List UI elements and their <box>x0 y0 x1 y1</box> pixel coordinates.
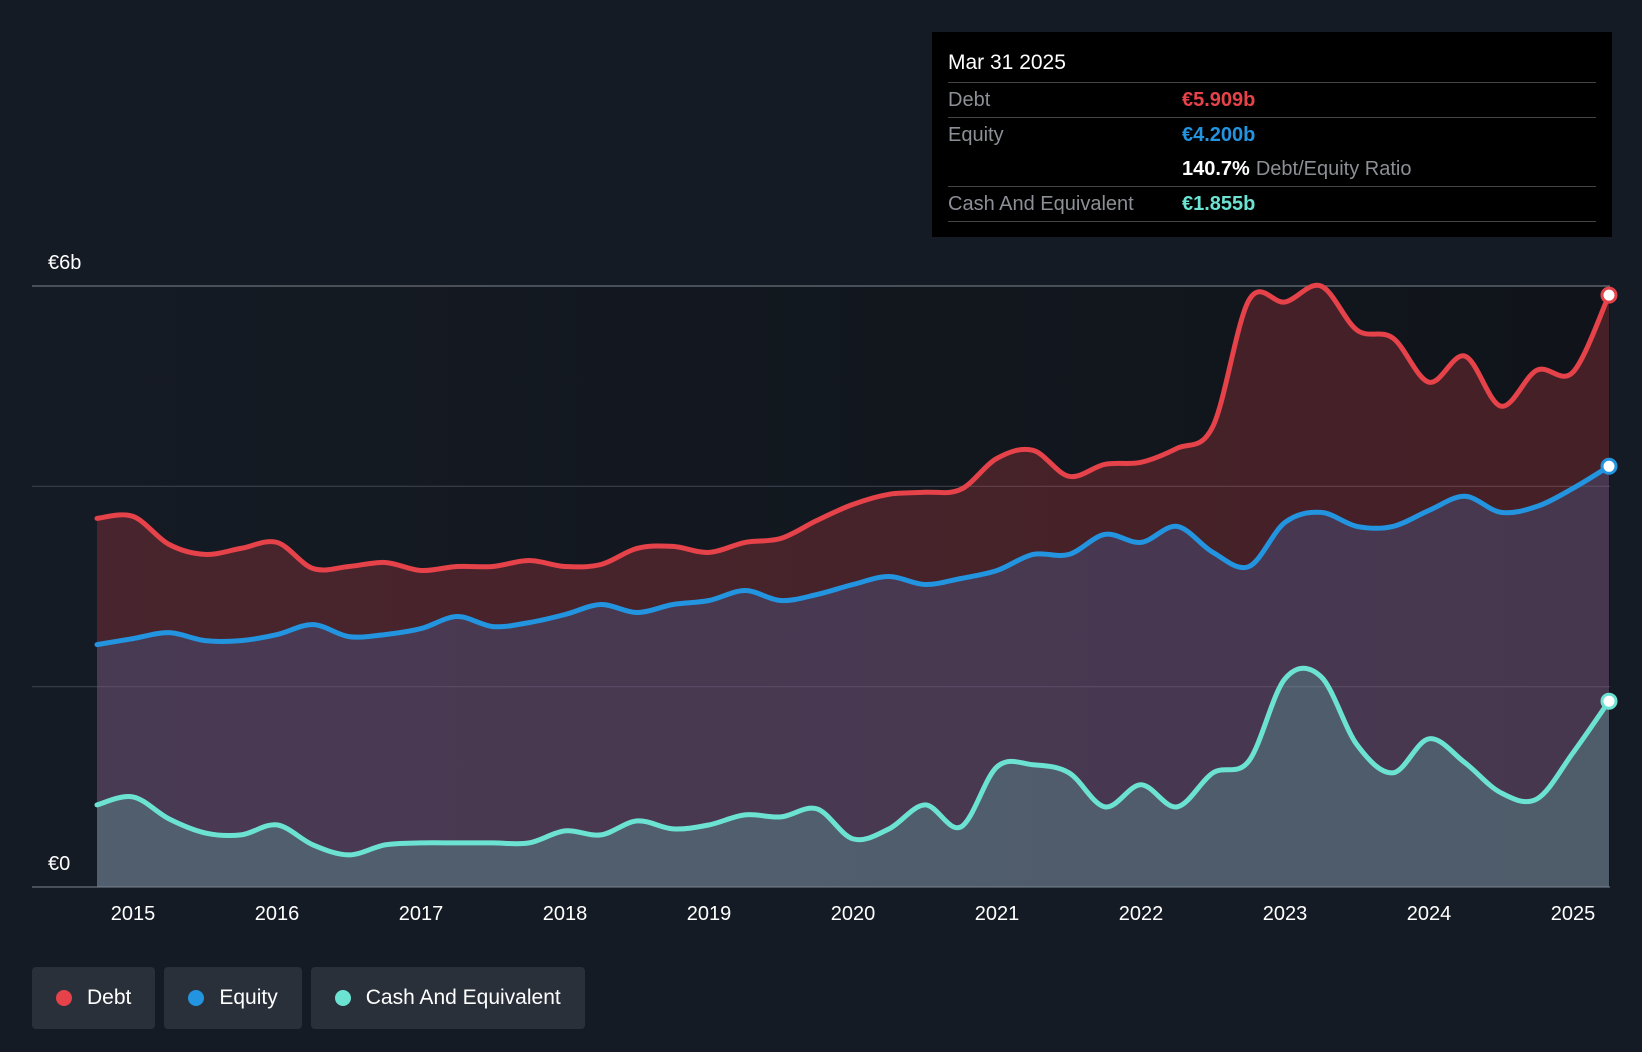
legend-label-cash: Cash And Equivalent <box>365 986 561 1009</box>
x-tick-label: 2016 <box>255 903 300 925</box>
tooltip-debt-row: Debt €5.909b <box>948 83 1596 118</box>
y-tick-label: €6b <box>48 252 81 274</box>
x-tick-label: 2020 <box>831 903 876 925</box>
tooltip: Mar 31 2025 Debt €5.909b Equity €4.200b … <box>932 32 1612 237</box>
tooltip-debt-value: €5.909b <box>1182 89 1256 111</box>
x-tick-label: 2021 <box>975 903 1020 925</box>
legend: Debt Equity Cash And Equivalent <box>32 967 585 1029</box>
equity-dot-icon <box>188 990 205 1006</box>
cash-dot-icon <box>334 990 351 1006</box>
tooltip-equity-label: Equity <box>948 124 1004 146</box>
legend-label-equity: Equity <box>219 986 278 1009</box>
tooltip-date: Mar 31 2025 <box>948 46 1596 83</box>
x-tick-label: 2025 <box>1551 903 1596 925</box>
x-tick-label: 2019 <box>687 903 732 925</box>
equity-line <box>94 463 1612 648</box>
tooltip-debt-label: Debt <box>948 89 991 111</box>
equity-area <box>97 466 1609 887</box>
y-tick-label: €0 <box>48 853 70 875</box>
cash-line <box>94 665 1612 858</box>
legend-label-debt: Debt <box>87 986 132 1009</box>
x-tick-label: 2024 <box>1407 903 1452 925</box>
x-tick-label: 2023 <box>1263 903 1308 925</box>
debt-dot-icon <box>56 990 72 1006</box>
legend-item-cash[interactable]: Cash And Equivalent <box>310 967 585 1029</box>
tooltip-cash-value: €1.855b <box>1182 193 1256 215</box>
x-tick-label: 2022 <box>1119 903 1164 925</box>
debt-end-marker <box>1600 286 1618 304</box>
debt-line <box>94 282 1612 574</box>
plot-background <box>32 286 1610 887</box>
tooltip-cash-row: Cash And Equivalent €1.855b <box>948 187 1596 222</box>
tooltip-equity-value: €4.200b <box>1182 124 1256 146</box>
cash-end-marker <box>1600 692 1618 710</box>
equity-end-marker <box>1600 457 1618 475</box>
tooltip-ratio-text: Debt/Equity Ratio <box>1255 158 1412 180</box>
tooltip-cash-label: Cash And Equivalent <box>948 193 1134 215</box>
x-tick-label: 2017 <box>399 903 444 925</box>
tooltip-equity-row: Equity €4.200b <box>948 118 1596 152</box>
x-tick-label: 2018 <box>543 903 588 925</box>
legend-item-equity[interactable]: Equity <box>164 967 302 1029</box>
x-tick-label: 2015 <box>111 903 156 925</box>
tooltip-ratio-row: 140.7% Debt/Equity Ratio <box>948 152 1596 187</box>
tooltip-ratio-value: 140.7% <box>1182 158 1250 180</box>
cash-area <box>97 668 1609 887</box>
legend-item-debt[interactable]: Debt <box>32 967 156 1029</box>
